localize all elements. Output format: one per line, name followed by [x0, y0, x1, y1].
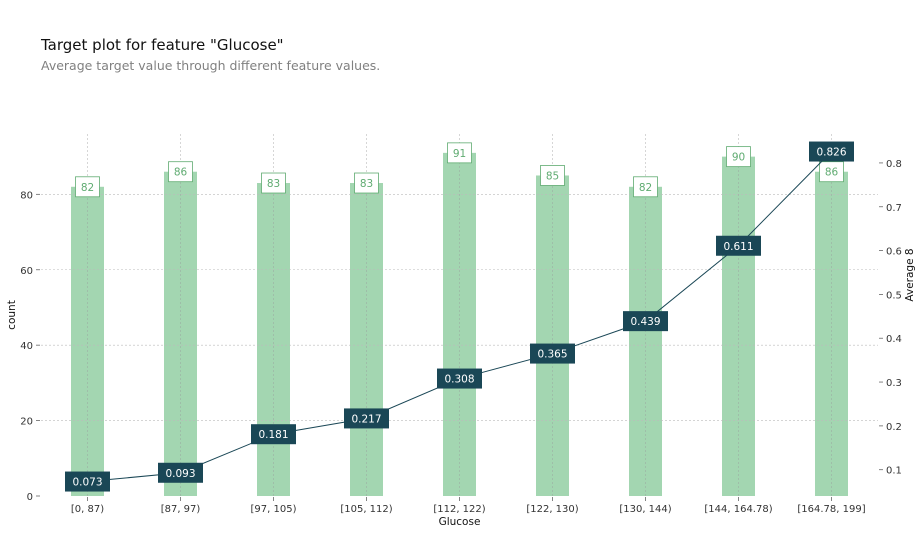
- y-right-tick-label: 0.8: [886, 159, 902, 170]
- count-bar: [71, 186, 104, 496]
- average-label-box: [716, 235, 761, 256]
- count-label: 86: [174, 167, 188, 179]
- average-label: 0.308: [444, 374, 474, 386]
- count-label-box: [261, 172, 286, 194]
- chart-subtitle: Average target value through different f…: [41, 58, 381, 73]
- count-label: 91: [453, 148, 466, 160]
- x-tick-label: [144, 164.78): [704, 504, 772, 515]
- average-label-box: [809, 141, 854, 162]
- y-left-tick-label: 40: [20, 341, 33, 352]
- average-label: 0.217: [351, 413, 381, 425]
- x-tick-label: [122, 130): [526, 504, 578, 515]
- count-bar: [443, 152, 476, 496]
- count-bar: [164, 171, 197, 497]
- x-tick-label: [87, 97): [161, 504, 201, 515]
- y-right-axis-label: Average 8: [904, 248, 916, 301]
- y-right-tick-label: 0.2: [886, 422, 902, 433]
- count-label: 83: [267, 178, 280, 190]
- y-right-tick-label: 0.4: [886, 334, 902, 345]
- average-label: 0.181: [258, 429, 288, 441]
- count-bar: [629, 186, 662, 496]
- y-left-tick-label: 0: [27, 492, 33, 503]
- average-label-box: [65, 471, 110, 492]
- average-label: 0.093: [165, 468, 195, 480]
- count-label: 86: [825, 167, 839, 179]
- y-right-tick-label: 0.5: [886, 290, 902, 301]
- count-label-box: [726, 146, 751, 168]
- count-label-box: [819, 161, 844, 183]
- count-bar: [815, 171, 848, 497]
- x-axis-label: Glucose: [439, 516, 481, 528]
- chart-title: Target plot for feature "Glucose": [41, 36, 284, 54]
- y-right-tick-label: 0.7: [886, 203, 902, 214]
- count-label-box: [540, 165, 565, 186]
- x-tick-label: [0, 87): [71, 504, 104, 515]
- average-label-box: [437, 368, 482, 389]
- average-label: 0.611: [723, 241, 753, 253]
- x-tick-label: [112, 122): [433, 504, 485, 515]
- average-label-box: [344, 408, 389, 429]
- count-label-box: [447, 142, 472, 164]
- count-label: 83: [360, 178, 373, 190]
- count-label-box: [633, 176, 658, 198]
- y-left-tick-label: 80: [20, 190, 33, 201]
- average-label: 0.073: [72, 477, 102, 489]
- y-right-tick-label: 0.3: [886, 378, 902, 389]
- y-left-tick-label: 60: [20, 266, 33, 277]
- count-label-box: [75, 176, 100, 198]
- x-tick-label: [130, 144): [619, 504, 671, 515]
- average-label-box: [158, 462, 203, 483]
- average-label-box: [530, 343, 575, 364]
- y-right-tick-label: 0.1: [886, 466, 902, 477]
- y-left-axis-label: count: [6, 300, 18, 330]
- average-label-box: [251, 424, 296, 445]
- count-label: 82: [639, 182, 652, 194]
- average-label: 0.439: [630, 316, 660, 328]
- count-label-box: [354, 172, 379, 194]
- count-label: 85: [546, 170, 559, 182]
- count-label: 82: [81, 182, 94, 194]
- average-label: 0.826: [816, 147, 846, 159]
- average-label: 0.365: [537, 349, 567, 361]
- count-label: 90: [732, 152, 745, 164]
- x-tick-label: [97, 105): [251, 504, 297, 515]
- average-label-box: [623, 311, 668, 332]
- y-left-tick-label: 20: [20, 417, 33, 428]
- x-tick-label: [105, 112): [340, 504, 392, 515]
- y-right-tick-label: 0.6: [886, 247, 902, 258]
- count-label-box: [168, 161, 193, 183]
- x-tick-label: [164.78, 199]: [797, 504, 865, 515]
